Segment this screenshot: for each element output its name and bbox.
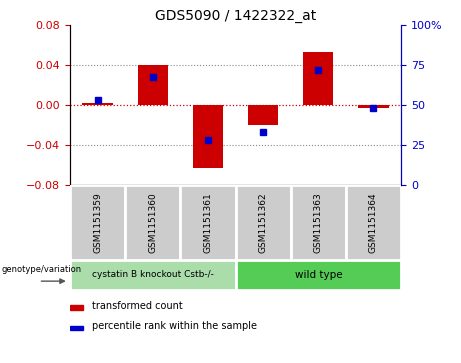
- Bar: [180, 185, 236, 260]
- Bar: [125, 185, 180, 260]
- Text: GSM1151363: GSM1151363: [314, 192, 323, 253]
- Text: transformed count: transformed count: [92, 301, 183, 311]
- Bar: [236, 260, 401, 290]
- Text: GSM1151362: GSM1151362: [259, 192, 268, 253]
- Bar: [291, 185, 346, 260]
- Bar: [248, 105, 278, 125]
- Bar: [346, 185, 401, 260]
- Text: GSM1151364: GSM1151364: [369, 192, 378, 253]
- Text: cystatin B knockout Cstb-/-: cystatin B knockout Cstb-/-: [92, 270, 214, 280]
- Bar: [358, 105, 389, 108]
- Bar: [70, 185, 125, 260]
- Bar: [83, 103, 113, 105]
- Bar: [70, 305, 83, 310]
- Text: GSM1151361: GSM1151361: [203, 192, 213, 253]
- Bar: [303, 52, 333, 105]
- Bar: [70, 260, 236, 290]
- Text: GSM1151359: GSM1151359: [93, 192, 102, 253]
- Title: GDS5090 / 1422322_at: GDS5090 / 1422322_at: [155, 9, 316, 23]
- Text: genotype/variation: genotype/variation: [1, 265, 82, 274]
- Bar: [193, 105, 223, 168]
- Bar: [236, 185, 291, 260]
- Text: GSM1151360: GSM1151360: [148, 192, 157, 253]
- Bar: [138, 65, 168, 105]
- Text: percentile rank within the sample: percentile rank within the sample: [92, 321, 257, 331]
- Text: wild type: wild type: [295, 270, 342, 280]
- Bar: [70, 326, 83, 330]
